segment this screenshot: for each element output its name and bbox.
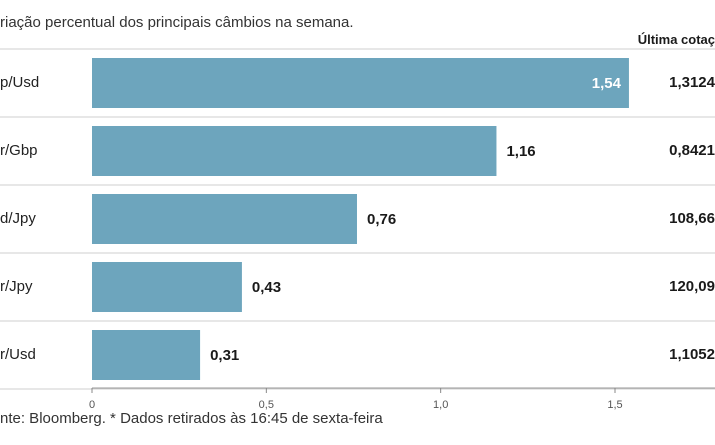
last-quote-value: 108,66	[669, 210, 715, 227]
bar	[92, 194, 357, 244]
last-quote-value: 120,09	[669, 278, 715, 295]
bar-value-label: 1,16	[506, 143, 535, 160]
source-note: nte: Bloomberg. * Dados retirados às 16:…	[0, 410, 383, 427]
last-quote-value: 1,1052	[669, 346, 715, 363]
last-quote-value: 0,8421	[669, 142, 715, 159]
bar	[92, 330, 201, 380]
x-tick-label: 1,5	[607, 399, 622, 411]
category-label: r/Gbp	[0, 142, 38, 159]
bar-value-label: 0,43	[252, 279, 281, 296]
category-label: d/Jpy	[0, 210, 36, 227]
x-tick-label: 0	[89, 399, 95, 411]
last-quote-header: Última cotaç	[637, 32, 715, 47]
category-label: p/Usd	[0, 74, 40, 91]
bar-value-label: 0,31	[210, 347, 239, 364]
x-tick-label: 0,5	[259, 399, 274, 411]
chart-subtitle: riação percentual dos principais câmbios…	[0, 14, 354, 31]
x-tick-label: 1,0	[433, 399, 448, 411]
bar-value-label: 1,54	[592, 75, 622, 92]
last-quote-value: 1,3124	[669, 74, 715, 91]
bar	[92, 262, 242, 312]
category-label: r/Usd	[0, 346, 36, 363]
bar	[92, 126, 497, 176]
category-label: r/Jpy	[0, 278, 33, 295]
bar-value-label: 0,76	[367, 211, 396, 228]
bar	[92, 58, 629, 108]
